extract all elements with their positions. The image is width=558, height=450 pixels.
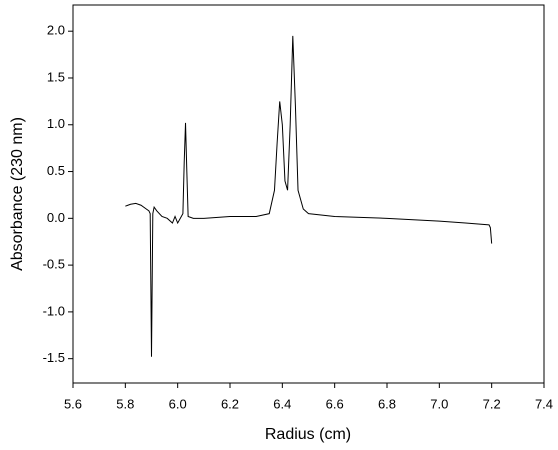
data-line	[125, 35, 493, 357]
x-tick-label: 5.8	[116, 396, 134, 411]
x-axis-label: Radius (cm)	[265, 426, 351, 443]
y-tick-label: 1.0	[47, 116, 65, 131]
y-tick-label: 1.5	[47, 69, 65, 84]
x-tick-label: 6.2	[221, 396, 239, 411]
y-tick-label: 2.0	[47, 23, 65, 38]
x-tick-label: 7.4	[535, 396, 553, 411]
x-tick-label: 6.8	[378, 396, 396, 411]
y-tick-label: -1.0	[43, 303, 65, 318]
x-tick-label: 6.4	[273, 396, 291, 411]
x-tick-label: 7.0	[430, 396, 448, 411]
y-tick-label: 0.5	[47, 163, 65, 178]
y-tick-label: -0.5	[43, 257, 65, 272]
y-tick-label: 0.0	[47, 210, 65, 225]
x-tick-label: 6.6	[326, 396, 344, 411]
x-tick-label: 7.2	[483, 396, 501, 411]
y-axis-label: Absorbance (230 nm)	[9, 117, 26, 271]
plot-frame	[72, 4, 545, 384]
x-tick-label: 6.0	[169, 396, 187, 411]
y-tick-label: -1.5	[43, 350, 65, 365]
x-tick-label: 5.6	[64, 396, 82, 411]
